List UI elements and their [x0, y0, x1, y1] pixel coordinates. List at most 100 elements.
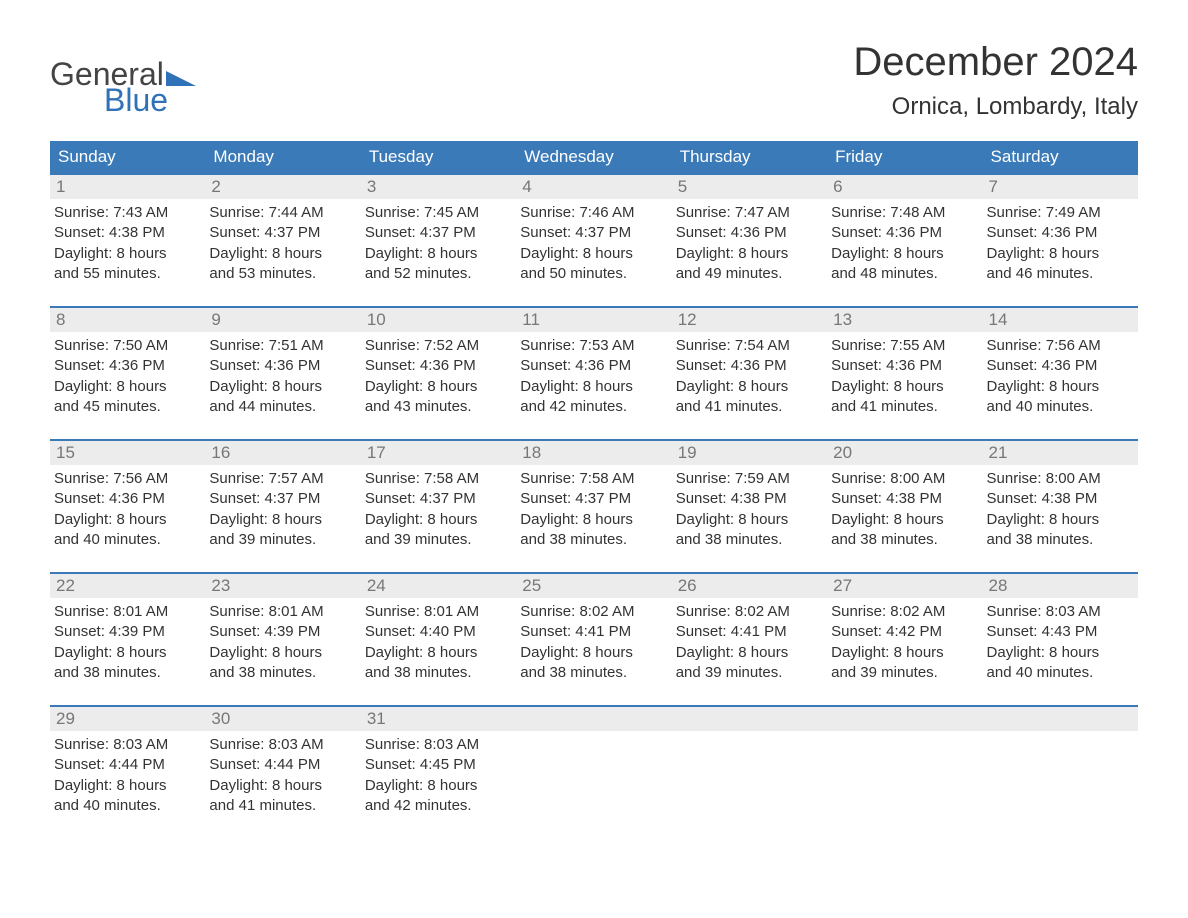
- sunset-text: Sunset: 4:37 PM: [209, 223, 354, 243]
- calendar-day: 2Sunrise: 7:44 AMSunset: 4:37 PMDaylight…: [205, 175, 360, 288]
- day-body: Sunrise: 7:49 AMSunset: 4:36 PMDaylight:…: [983, 199, 1138, 288]
- day-body: Sunrise: 8:01 AMSunset: 4:40 PMDaylight:…: [361, 598, 516, 687]
- day-number: 16: [205, 441, 360, 465]
- daylight-line2: and 55 minutes.: [54, 264, 199, 284]
- sunset-text: Sunset: 4:39 PM: [209, 622, 354, 642]
- daylight-line1: Daylight: 8 hours: [365, 776, 510, 796]
- calendar-week: 29Sunrise: 8:03 AMSunset: 4:44 PMDayligh…: [50, 705, 1138, 820]
- daylight-line1: Daylight: 8 hours: [831, 244, 976, 264]
- daylight-line2: and 52 minutes.: [365, 264, 510, 284]
- sunset-text: Sunset: 4:36 PM: [831, 223, 976, 243]
- day-body: Sunrise: 8:01 AMSunset: 4:39 PMDaylight:…: [50, 598, 205, 687]
- calendar-day: 5Sunrise: 7:47 AMSunset: 4:36 PMDaylight…: [672, 175, 827, 288]
- weeks-container: 1Sunrise: 7:43 AMSunset: 4:38 PMDaylight…: [50, 173, 1138, 820]
- daylight-line1: Daylight: 8 hours: [365, 643, 510, 663]
- day-number: .: [983, 707, 1138, 731]
- day-number: 8: [50, 308, 205, 332]
- day-body: Sunrise: 8:03 AMSunset: 4:43 PMDaylight:…: [983, 598, 1138, 687]
- day-number: 30: [205, 707, 360, 731]
- day-number: 18: [516, 441, 671, 465]
- day-body: Sunrise: 7:48 AMSunset: 4:36 PMDaylight:…: [827, 199, 982, 288]
- day-body: Sunrise: 7:58 AMSunset: 4:37 PMDaylight:…: [361, 465, 516, 554]
- sunrise-text: Sunrise: 7:45 AM: [365, 203, 510, 223]
- sunset-text: Sunset: 4:36 PM: [987, 356, 1132, 376]
- daylight-line1: Daylight: 8 hours: [831, 377, 976, 397]
- day-number: 3: [361, 175, 516, 199]
- day-body: Sunrise: 7:58 AMSunset: 4:37 PMDaylight:…: [516, 465, 671, 554]
- sunrise-text: Sunrise: 8:02 AM: [676, 602, 821, 622]
- daylight-line2: and 40 minutes.: [54, 530, 199, 550]
- dow-saturday: Saturday: [983, 141, 1138, 173]
- day-body: Sunrise: 7:57 AMSunset: 4:37 PMDaylight:…: [205, 465, 360, 554]
- day-number: .: [827, 707, 982, 731]
- sunrise-text: Sunrise: 7:58 AM: [365, 469, 510, 489]
- day-number: .: [516, 707, 671, 731]
- calendar-day: 17Sunrise: 7:58 AMSunset: 4:37 PMDayligh…: [361, 441, 516, 554]
- day-number: 7: [983, 175, 1138, 199]
- daylight-line2: and 40 minutes.: [987, 663, 1132, 683]
- calendar-day: 3Sunrise: 7:45 AMSunset: 4:37 PMDaylight…: [361, 175, 516, 288]
- daylight-line2: and 53 minutes.: [209, 264, 354, 284]
- sunset-text: Sunset: 4:36 PM: [831, 356, 976, 376]
- day-number: 29: [50, 707, 205, 731]
- sunset-text: Sunset: 4:37 PM: [209, 489, 354, 509]
- calendar-week: 8Sunrise: 7:50 AMSunset: 4:36 PMDaylight…: [50, 306, 1138, 421]
- daylight-line2: and 41 minutes.: [831, 397, 976, 417]
- sunset-text: Sunset: 4:38 PM: [676, 489, 821, 509]
- daylight-line1: Daylight: 8 hours: [209, 377, 354, 397]
- day-number: 31: [361, 707, 516, 731]
- daylight-line2: and 42 minutes.: [520, 397, 665, 417]
- day-body: Sunrise: 7:54 AMSunset: 4:36 PMDaylight:…: [672, 332, 827, 421]
- daylight-line1: Daylight: 8 hours: [676, 510, 821, 530]
- day-number: 11: [516, 308, 671, 332]
- day-number: 27: [827, 574, 982, 598]
- daylight-line2: and 38 minutes.: [54, 663, 199, 683]
- day-body: Sunrise: 8:02 AMSunset: 4:41 PMDaylight:…: [672, 598, 827, 687]
- calendar-day: .: [983, 707, 1138, 820]
- calendar-week: 1Sunrise: 7:43 AMSunset: 4:38 PMDaylight…: [50, 173, 1138, 288]
- sunset-text: Sunset: 4:36 PM: [676, 223, 821, 243]
- daylight-line2: and 38 minutes.: [520, 663, 665, 683]
- page-header: General Blue December 2024 Ornica, Lomba…: [50, 40, 1138, 121]
- sunset-text: Sunset: 4:37 PM: [520, 223, 665, 243]
- calendar-day: 1Sunrise: 7:43 AMSunset: 4:38 PMDaylight…: [50, 175, 205, 288]
- daylight-line2: and 48 minutes.: [831, 264, 976, 284]
- calendar-week: 22Sunrise: 8:01 AMSunset: 4:39 PMDayligh…: [50, 572, 1138, 687]
- daylight-line2: and 39 minutes.: [676, 663, 821, 683]
- sunrise-text: Sunrise: 8:03 AM: [54, 735, 199, 755]
- day-number: 6: [827, 175, 982, 199]
- logo: General Blue: [50, 40, 196, 116]
- sunset-text: Sunset: 4:37 PM: [365, 223, 510, 243]
- daylight-line2: and 39 minutes.: [365, 530, 510, 550]
- sunset-text: Sunset: 4:40 PM: [365, 622, 510, 642]
- daylight-line1: Daylight: 8 hours: [987, 510, 1132, 530]
- daylight-line1: Daylight: 8 hours: [987, 377, 1132, 397]
- daylight-line2: and 39 minutes.: [209, 530, 354, 550]
- sunrise-text: Sunrise: 8:01 AM: [365, 602, 510, 622]
- day-body: Sunrise: 7:43 AMSunset: 4:38 PMDaylight:…: [50, 199, 205, 288]
- location-label: Ornica, Lombardy, Italy: [853, 93, 1138, 121]
- day-number: 28: [983, 574, 1138, 598]
- day-body: Sunrise: 8:03 AMSunset: 4:45 PMDaylight:…: [361, 731, 516, 820]
- daylight-line2: and 38 minutes.: [365, 663, 510, 683]
- day-body: Sunrise: 8:01 AMSunset: 4:39 PMDaylight:…: [205, 598, 360, 687]
- daylight-line2: and 44 minutes.: [209, 397, 354, 417]
- day-number: 5: [672, 175, 827, 199]
- calendar-day: 8Sunrise: 7:50 AMSunset: 4:36 PMDaylight…: [50, 308, 205, 421]
- daylight-line1: Daylight: 8 hours: [54, 244, 199, 264]
- daylight-line2: and 41 minutes.: [209, 796, 354, 816]
- sunrise-text: Sunrise: 8:02 AM: [831, 602, 976, 622]
- day-number: 15: [50, 441, 205, 465]
- sunrise-text: Sunrise: 8:03 AM: [987, 602, 1132, 622]
- day-number: 13: [827, 308, 982, 332]
- daylight-line2: and 45 minutes.: [54, 397, 199, 417]
- calendar: Sunday Monday Tuesday Wednesday Thursday…: [50, 141, 1138, 820]
- sunrise-text: Sunrise: 7:57 AM: [209, 469, 354, 489]
- daylight-line1: Daylight: 8 hours: [831, 643, 976, 663]
- sunset-text: Sunset: 4:36 PM: [987, 223, 1132, 243]
- sunset-text: Sunset: 4:38 PM: [831, 489, 976, 509]
- calendar-day: 4Sunrise: 7:46 AMSunset: 4:37 PMDaylight…: [516, 175, 671, 288]
- sunrise-text: Sunrise: 8:01 AM: [209, 602, 354, 622]
- sunrise-text: Sunrise: 8:00 AM: [987, 469, 1132, 489]
- daylight-line2: and 38 minutes.: [987, 530, 1132, 550]
